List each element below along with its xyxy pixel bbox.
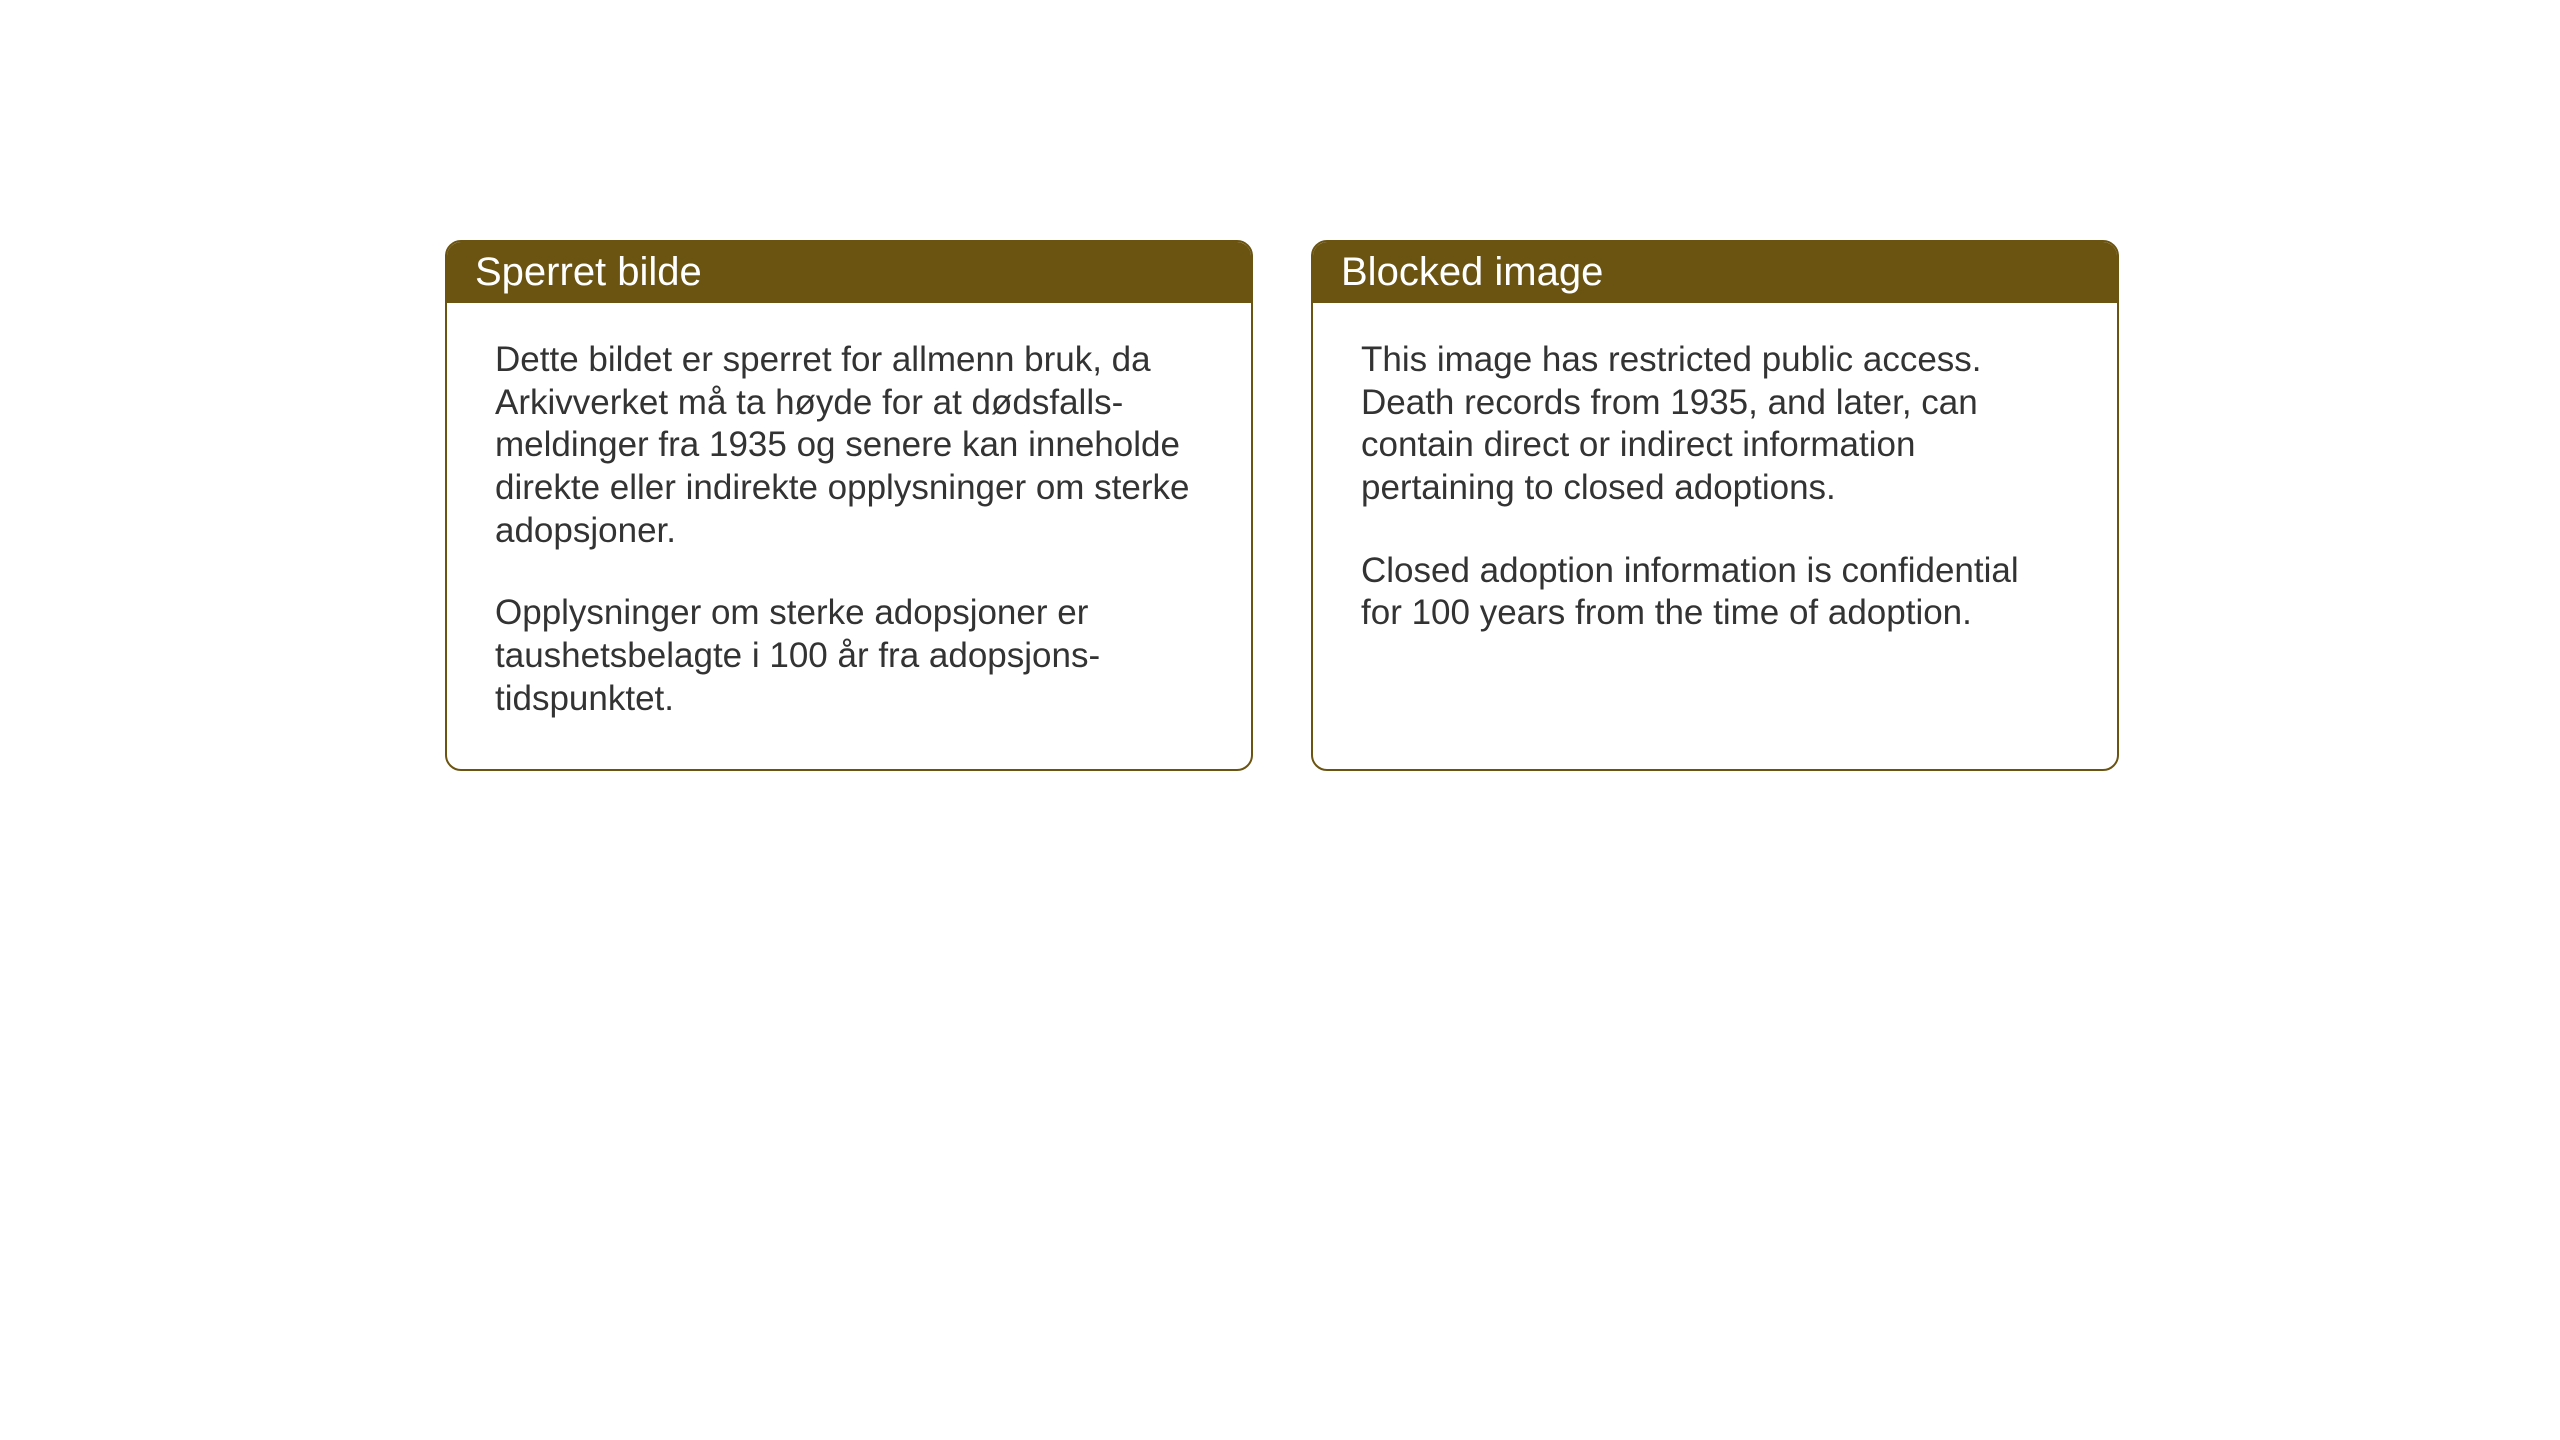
notice-cards-container: Sperret bilde Dette bildet er sperret fo… xyxy=(445,240,2119,771)
card-paragraph-2-norwegian: Opplysninger om sterke adopsjoner er tau… xyxy=(495,592,1203,720)
notice-card-norwegian: Sperret bilde Dette bildet er sperret fo… xyxy=(445,240,1253,771)
notice-card-english: Blocked image This image has restricted … xyxy=(1311,240,2119,771)
card-body-english: This image has restricted public access.… xyxy=(1313,303,2117,683)
card-paragraph-2-english: Closed adoption information is confident… xyxy=(1361,550,2069,635)
card-paragraph-1-norwegian: Dette bildet er sperret for allmenn bruk… xyxy=(495,339,1203,552)
card-header-norwegian: Sperret bilde xyxy=(447,242,1251,303)
card-paragraph-1-english: This image has restricted public access.… xyxy=(1361,339,2069,510)
card-body-norwegian: Dette bildet er sperret for allmenn bruk… xyxy=(447,303,1251,769)
card-title-norwegian: Sperret bilde xyxy=(475,250,702,294)
card-header-english: Blocked image xyxy=(1313,242,2117,303)
card-title-english: Blocked image xyxy=(1341,250,1603,294)
